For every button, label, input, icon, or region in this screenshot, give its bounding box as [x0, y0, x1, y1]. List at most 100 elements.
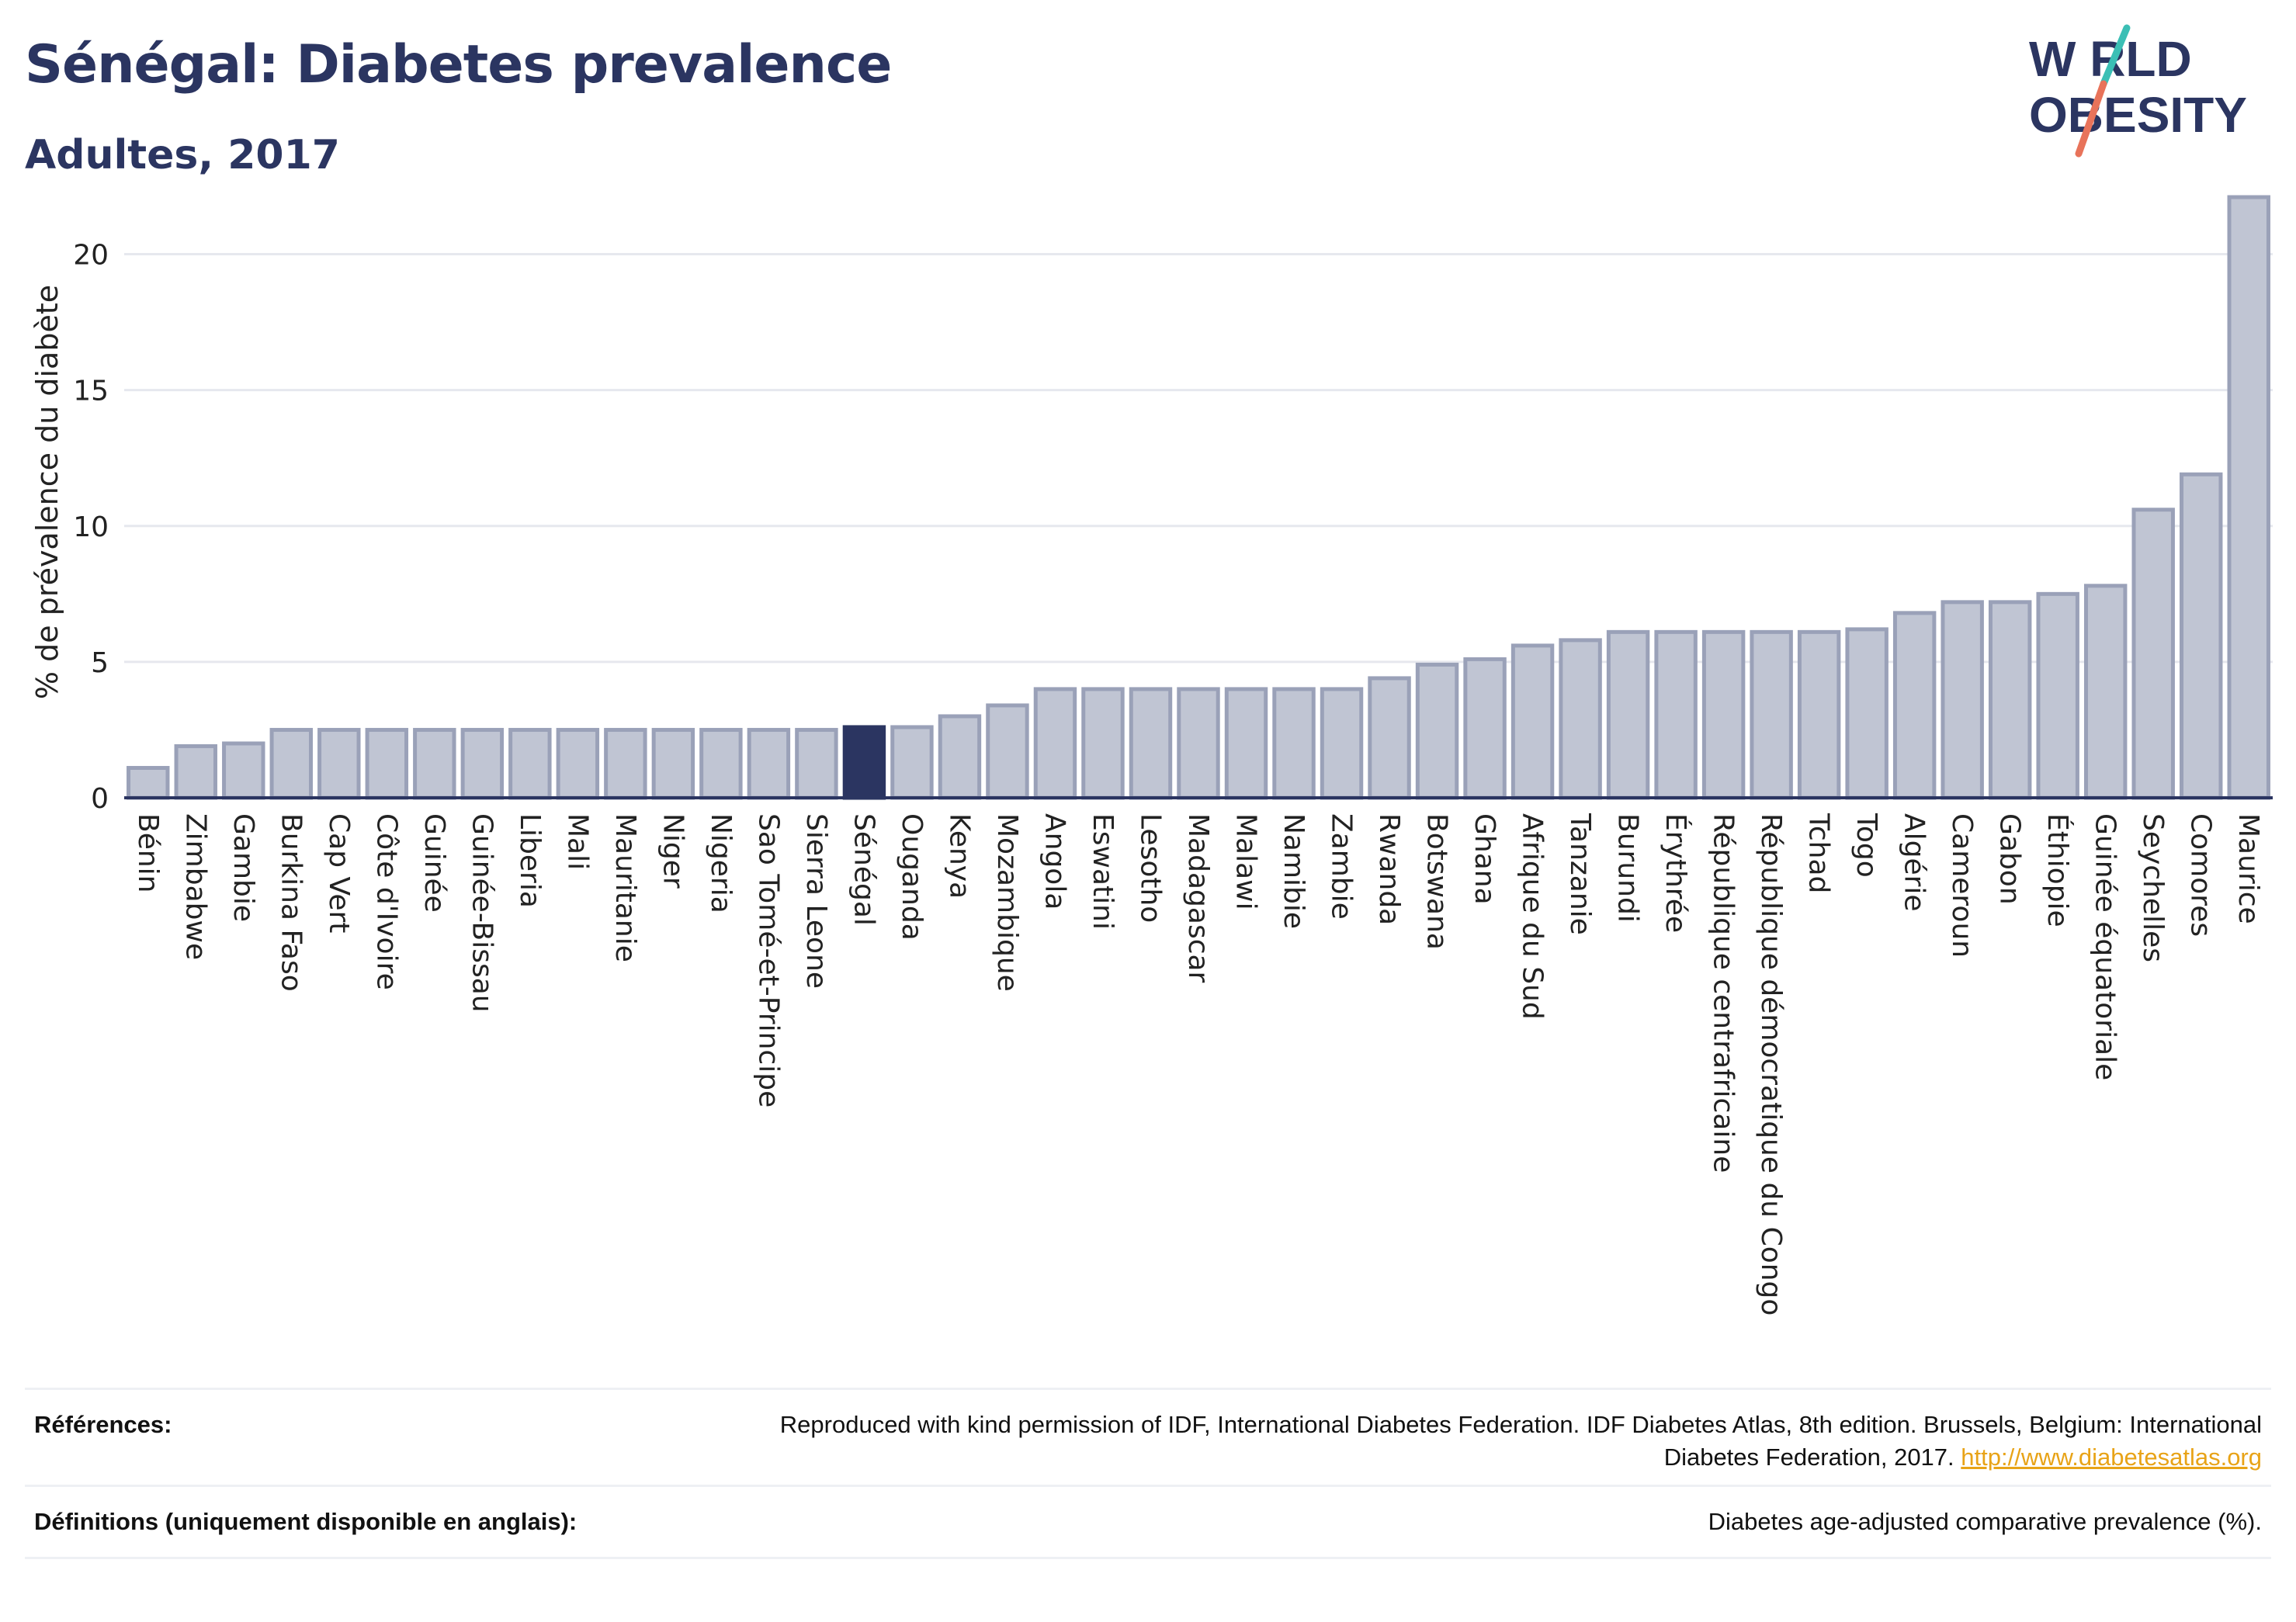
- x-tick-label: Gabon: [1994, 813, 2026, 905]
- x-tick-label: Sierra Leone: [800, 813, 832, 989]
- references-link[interactable]: http://www.diabetesatlas.org: [1961, 1444, 2262, 1471]
- bar: [317, 727, 361, 800]
- x-tick-label: Sénégal: [848, 813, 879, 926]
- footer: Références: Reproduced with kind permiss…: [25, 1388, 2271, 1559]
- bar: [2083, 584, 2128, 800]
- bar: [938, 714, 982, 800]
- bar: [1606, 629, 1650, 800]
- y-tick-label: 5: [91, 647, 109, 679]
- bar: [365, 727, 409, 800]
- x-tick-label: Zimbabwe: [179, 813, 211, 960]
- x-tick-label: Cap Vert: [323, 813, 355, 933]
- x-tick-label: Togo: [1850, 813, 1882, 878]
- x-tick-label: Guinée équatoriale: [2090, 813, 2121, 1080]
- bar: [795, 727, 838, 800]
- bar: [1941, 600, 1984, 800]
- x-tick-label: Kenya: [943, 813, 975, 899]
- x-tick-label: Comores: [2185, 813, 2217, 937]
- bar: [413, 727, 456, 800]
- references-row: Références: Reproduced with kind permiss…: [25, 1388, 2271, 1485]
- bar: [1892, 611, 1937, 800]
- bar: [127, 765, 170, 800]
- bar: [890, 725, 934, 800]
- x-tick-label: Côte d'Ivoire: [370, 813, 402, 990]
- bar: [460, 727, 505, 800]
- bar: [747, 727, 791, 800]
- bar: [1177, 687, 1220, 800]
- x-tick-label: Liberia: [514, 813, 546, 908]
- bar: [1320, 687, 1364, 800]
- x-tick-label: Bénin: [132, 813, 164, 892]
- bar: [1559, 638, 1602, 800]
- references-body: Reproduced with kind permission of IDF, …: [779, 1411, 2262, 1471]
- bar: [1701, 629, 1746, 800]
- x-tick-label: Lesotho: [1134, 813, 1166, 923]
- bar: [2036, 591, 2079, 800]
- x-tick-label: Mozambique: [991, 813, 1023, 992]
- logo-text-obesity: OBESITY: [2029, 87, 2247, 143]
- bar: [2131, 508, 2175, 800]
- x-tick-label: Mauritanie: [609, 813, 641, 962]
- definitions-label: Définitions (uniquement disponible en an…: [34, 1508, 577, 1535]
- page-title: Sénégal: Diabetes prevalence: [25, 34, 892, 95]
- x-tick-label: Algérie: [1899, 813, 1930, 912]
- bar: [1081, 687, 1125, 800]
- x-tick-label: Burundi: [1612, 813, 1644, 923]
- bar: [1845, 627, 1888, 800]
- bar: [1272, 687, 1316, 800]
- bar: [222, 741, 265, 800]
- x-tick-label: Guinée-Bissau: [466, 813, 498, 1013]
- page-subtitle: Adultes, 2017: [25, 132, 340, 178]
- bar: [1415, 662, 1459, 800]
- x-tick-label: Nigeria: [705, 813, 737, 913]
- bar: [699, 727, 743, 800]
- bar: [604, 727, 647, 800]
- bar: [2180, 472, 2223, 800]
- y-tick-label: 10: [73, 511, 109, 543]
- x-tick-label: Burkina Faso: [275, 813, 307, 992]
- x-tick-label: Éthiopie: [2041, 813, 2074, 927]
- y-tick-label: 20: [73, 240, 109, 272]
- bar: [842, 725, 886, 800]
- x-tick-label: Maurice: [2232, 813, 2264, 924]
- x-tick-label: Tanzanie: [1564, 813, 1596, 935]
- x-tick-label: République centrafricaine: [1708, 813, 1739, 1173]
- bar: [651, 727, 695, 800]
- x-tick-label: Afrique du Sud: [1517, 813, 1549, 1020]
- x-tick-label: Zambie: [1326, 813, 1358, 920]
- x-tick-label: Guinée: [418, 813, 450, 913]
- bar-chart: 0 5 10 15 20 % de prévalence du diabète Bénin Z…: [30, 195, 2273, 1315]
- x-tick-label: Niger: [657, 813, 688, 889]
- bar: [556, 727, 600, 800]
- x-tick-label: Ouganda: [896, 813, 928, 941]
- bar: [508, 727, 552, 800]
- x-tick-label: Botswana: [1421, 813, 1453, 950]
- x-tick-label: Namibie: [1278, 813, 1309, 929]
- bar: [1510, 643, 1555, 800]
- y-tick-label: 15: [73, 376, 109, 407]
- x-tick-label: République démocratique du Congo: [1755, 813, 1787, 1315]
- x-tick-label: Gambie: [227, 813, 259, 922]
- references-text: Reproduced with kind permission of IDF, …: [709, 1409, 2262, 1474]
- x-tick-label: Angola: [1039, 813, 1070, 910]
- bar: [1988, 600, 2032, 800]
- x-tick-label: Madagascar: [1182, 813, 1214, 983]
- bar: [1033, 687, 1077, 800]
- references-label: Références:: [34, 1411, 172, 1438]
- x-tick-label: Tchad: [1803, 813, 1835, 893]
- bar: [1224, 687, 1268, 800]
- definitions-row: Définitions (uniquement disponible en an…: [25, 1485, 2271, 1559]
- bar: [1368, 676, 1411, 800]
- x-tick-label: Malawi: [1230, 813, 1262, 910]
- x-tick-label: Mali: [561, 813, 593, 870]
- bar: [174, 743, 217, 800]
- bar: [1797, 629, 1841, 800]
- bar: [1750, 629, 1793, 800]
- x-tick-label: Cameroun: [1946, 813, 1978, 958]
- x-tick-label: Eswatini: [1087, 813, 1119, 930]
- world-obesity-logo: W RLD OBESITY: [2029, 24, 2247, 158]
- bar: [1129, 687, 1173, 800]
- x-tick-label: Rwanda: [1373, 813, 1405, 925]
- bar: [269, 727, 314, 800]
- bar: [986, 703, 1029, 800]
